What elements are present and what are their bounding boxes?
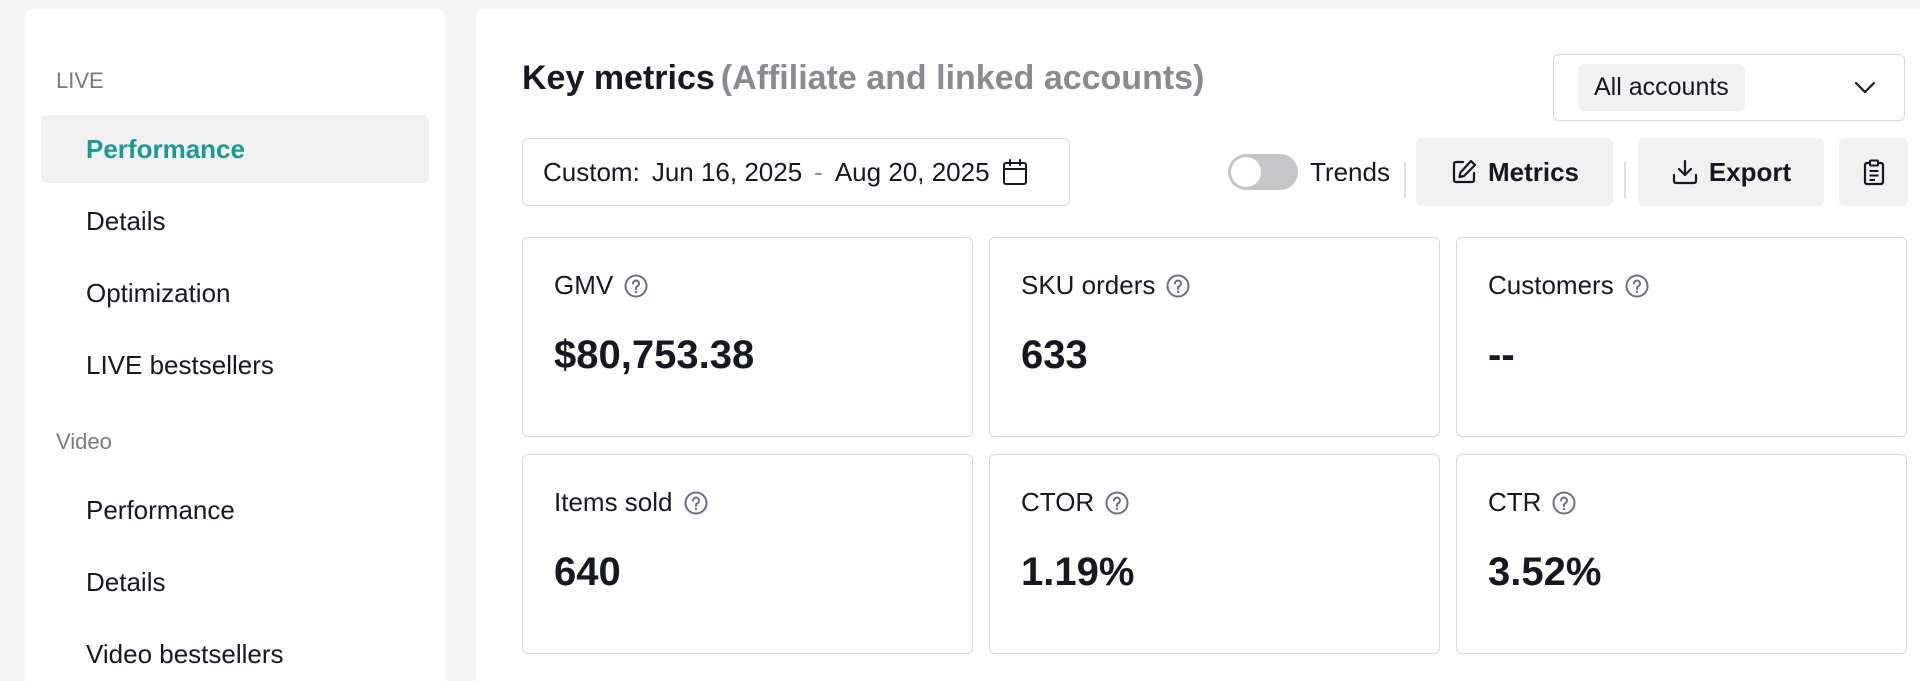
- main-panel: Key metrics (Affiliate and linked account…: [476, 9, 1920, 681]
- sidebar-section-live: LIVE: [56, 68, 104, 93]
- metric-label: SKU orders: [1021, 270, 1191, 301]
- metrics-button[interactable]: Metrics: [1416, 138, 1613, 206]
- export-button[interactable]: Export: [1638, 138, 1824, 206]
- chevron-down-icon: [1854, 81, 1876, 93]
- sidebar-item-live-performance[interactable]: Performance: [41, 115, 429, 183]
- account-select[interactable]: All accounts: [1553, 54, 1905, 121]
- metric-card-ctor: CTOR 1.19%: [989, 454, 1440, 654]
- account-select-value: All accounts: [1578, 64, 1745, 111]
- metric-value: 1.19%: [1021, 550, 1135, 594]
- metric-label-text: CTR: [1488, 487, 1542, 517]
- help-icon[interactable]: [623, 273, 649, 299]
- metric-label-text: CTOR: [1021, 487, 1095, 517]
- help-icon[interactable]: [683, 490, 709, 516]
- page-subtitle: (Affiliate and linked accounts): [720, 59, 1205, 97]
- metric-value: 3.52%: [1488, 550, 1602, 594]
- trends-label: Trends: [1310, 156, 1390, 187]
- sidebar-item-video-details[interactable]: Details: [86, 566, 166, 597]
- metric-card-customers: Customers --: [1456, 237, 1907, 437]
- edit-icon: [1452, 159, 1477, 184]
- toolbar-divider: [1404, 162, 1406, 198]
- clipboard-button[interactable]: [1839, 138, 1908, 206]
- date-end: Aug 20, 2025: [834, 156, 990, 187]
- help-icon[interactable]: [1624, 273, 1650, 299]
- metric-label: CTR: [1488, 487, 1577, 518]
- help-icon[interactable]: [1165, 273, 1191, 299]
- help-icon[interactable]: [1551, 490, 1577, 516]
- metric-label: CTOR: [1021, 487, 1130, 518]
- sidebar-item-video-bestsellers[interactable]: Video bestsellers: [86, 638, 284, 669]
- sidebar-item-live-bestsellers[interactable]: LIVE bestsellers: [86, 349, 274, 380]
- metric-value: --: [1488, 333, 1515, 377]
- date-separator: -: [814, 156, 823, 187]
- sidebar-item-live-details[interactable]: Details: [86, 205, 166, 236]
- metric-label-text: Customers: [1488, 270, 1614, 300]
- sidebar-section-video: Video: [56, 429, 112, 454]
- page-title-text: Key metrics: [522, 59, 715, 97]
- metric-label: Items sold: [554, 487, 709, 518]
- help-icon[interactable]: [1104, 490, 1130, 516]
- metric-value: 633: [1021, 333, 1088, 377]
- calendar-icon: [1002, 159, 1027, 185]
- sidebar: LIVE Performance Details Optimization LI…: [25, 9, 445, 681]
- toolbar-divider: [1624, 162, 1626, 198]
- metric-label-text: GMV: [554, 270, 614, 300]
- metrics-button-label: Metrics: [1487, 156, 1580, 187]
- metric-label: GMV: [554, 270, 649, 301]
- metric-card-items-sold: Items sold 640: [522, 454, 973, 654]
- trends-toggle-group: Trends: [1228, 154, 1390, 190]
- metric-label-text: SKU orders: [1021, 270, 1156, 300]
- date-prefix: Custom:: [543, 156, 640, 187]
- metric-label: Customers: [1488, 270, 1650, 301]
- page-title: Key metrics (Affiliate and linked account…: [522, 59, 1204, 98]
- metric-value: 640: [554, 550, 621, 594]
- sidebar-item-video-performance[interactable]: Performance: [86, 494, 235, 525]
- metric-card-ctr: CTR 3.52%: [1456, 454, 1907, 654]
- metric-label-text: Items sold: [554, 487, 673, 517]
- date-start: Jun 16, 2025: [651, 156, 803, 187]
- clipboard-icon: [1863, 159, 1884, 186]
- sidebar-item-live-optimization[interactable]: Optimization: [86, 277, 231, 308]
- trends-toggle[interactable]: [1228, 154, 1298, 190]
- date-range-picker[interactable]: Custom: Jun 16, 2025 - Aug 20, 2025: [522, 138, 1070, 206]
- export-button-label: Export: [1708, 156, 1792, 187]
- metric-value: $80,753.38: [554, 333, 755, 377]
- download-icon: [1672, 159, 1697, 185]
- metric-card-gmv: GMV $80,753.38: [522, 237, 973, 437]
- metric-card-sku-orders: SKU orders 633: [989, 237, 1440, 437]
